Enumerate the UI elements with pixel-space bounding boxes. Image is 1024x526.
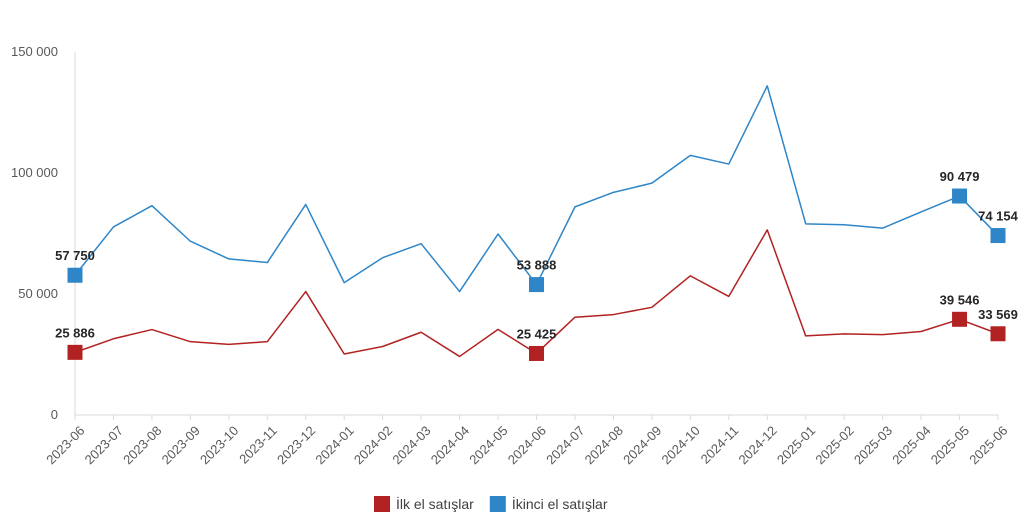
x-tick-label: 2024-11: [698, 423, 742, 467]
series-marker: [529, 345, 544, 361]
series-marker: [952, 311, 968, 327]
data-label: 33 569: [978, 307, 1018, 322]
series-marker: [67, 267, 83, 283]
x-tick-label: 2025-04: [889, 423, 933, 467]
x-tick-label: 2023-07: [82, 423, 126, 467]
x-tick-label: 2025-03: [851, 423, 895, 467]
x-tick-label: 2024-09: [620, 423, 664, 467]
y-axis: 0 50 000 100 000 150 000: [11, 44, 76, 422]
x-tick-label: 2024-05: [466, 423, 510, 467]
data-label: 90 479: [940, 169, 980, 184]
x-tick-label: 2024-01: [312, 423, 356, 467]
x-tick-label: 2023-10: [197, 423, 241, 467]
series-marker: [67, 344, 83, 360]
x-tick-label: 2024-06: [505, 423, 549, 467]
x-tick-label: 2024-03: [389, 423, 433, 467]
legend-label: İkinci el satışlar: [512, 495, 608, 512]
y-tick-label: 100 000: [11, 165, 58, 180]
series-marker: [990, 228, 1006, 244]
x-tick-label: 2024-10: [659, 423, 703, 467]
x-tick-label: 2023-08: [120, 423, 164, 467]
data-label: 53 888: [517, 258, 557, 273]
data-label: 74 154: [978, 209, 1019, 224]
x-tick-label: 2024-04: [428, 423, 472, 467]
legend-label: İlk el satışlar: [396, 495, 474, 512]
x-tick-label: 2024-12: [735, 423, 779, 467]
legend-swatch: [374, 496, 390, 512]
x-tick-label: 2023-12: [274, 423, 318, 467]
x-tick-label: 2025-02: [812, 423, 856, 467]
data-label: 39 546: [940, 292, 980, 307]
series-marker: [529, 277, 544, 293]
x-tick-label: 2023-06: [43, 423, 87, 467]
legend: İlk el satışlar İkinci el satışlar: [374, 495, 608, 512]
data-label: 25 886: [55, 325, 95, 340]
x-tick-label: 2025-01: [774, 423, 818, 467]
data-label: 25 425: [517, 326, 557, 341]
x-tick-label: 2025-06: [966, 423, 1010, 467]
data-label: 57 750: [55, 248, 95, 263]
x-tick-label: 2025-05: [928, 423, 972, 467]
y-tick-label: 50 000: [18, 286, 58, 301]
x-tick-label: 2023-11: [236, 423, 280, 467]
series-marker: [990, 326, 1006, 342]
y-tick-label: 150 000: [11, 44, 58, 59]
x-tick-label: 2024-08: [582, 423, 626, 467]
x-axis: 2023-062023-072023-082023-092023-102023-…: [43, 414, 1011, 467]
legend-swatch: [489, 496, 506, 512]
series-marker: [952, 188, 968, 204]
x-tick-label: 2023-09: [159, 423, 203, 467]
x-tick-label: 2024-07: [543, 423, 587, 467]
x-tick-label: 2024-02: [351, 423, 395, 467]
y-tick-label: 0: [51, 407, 58, 422]
series-layer: [67, 85, 1006, 361]
